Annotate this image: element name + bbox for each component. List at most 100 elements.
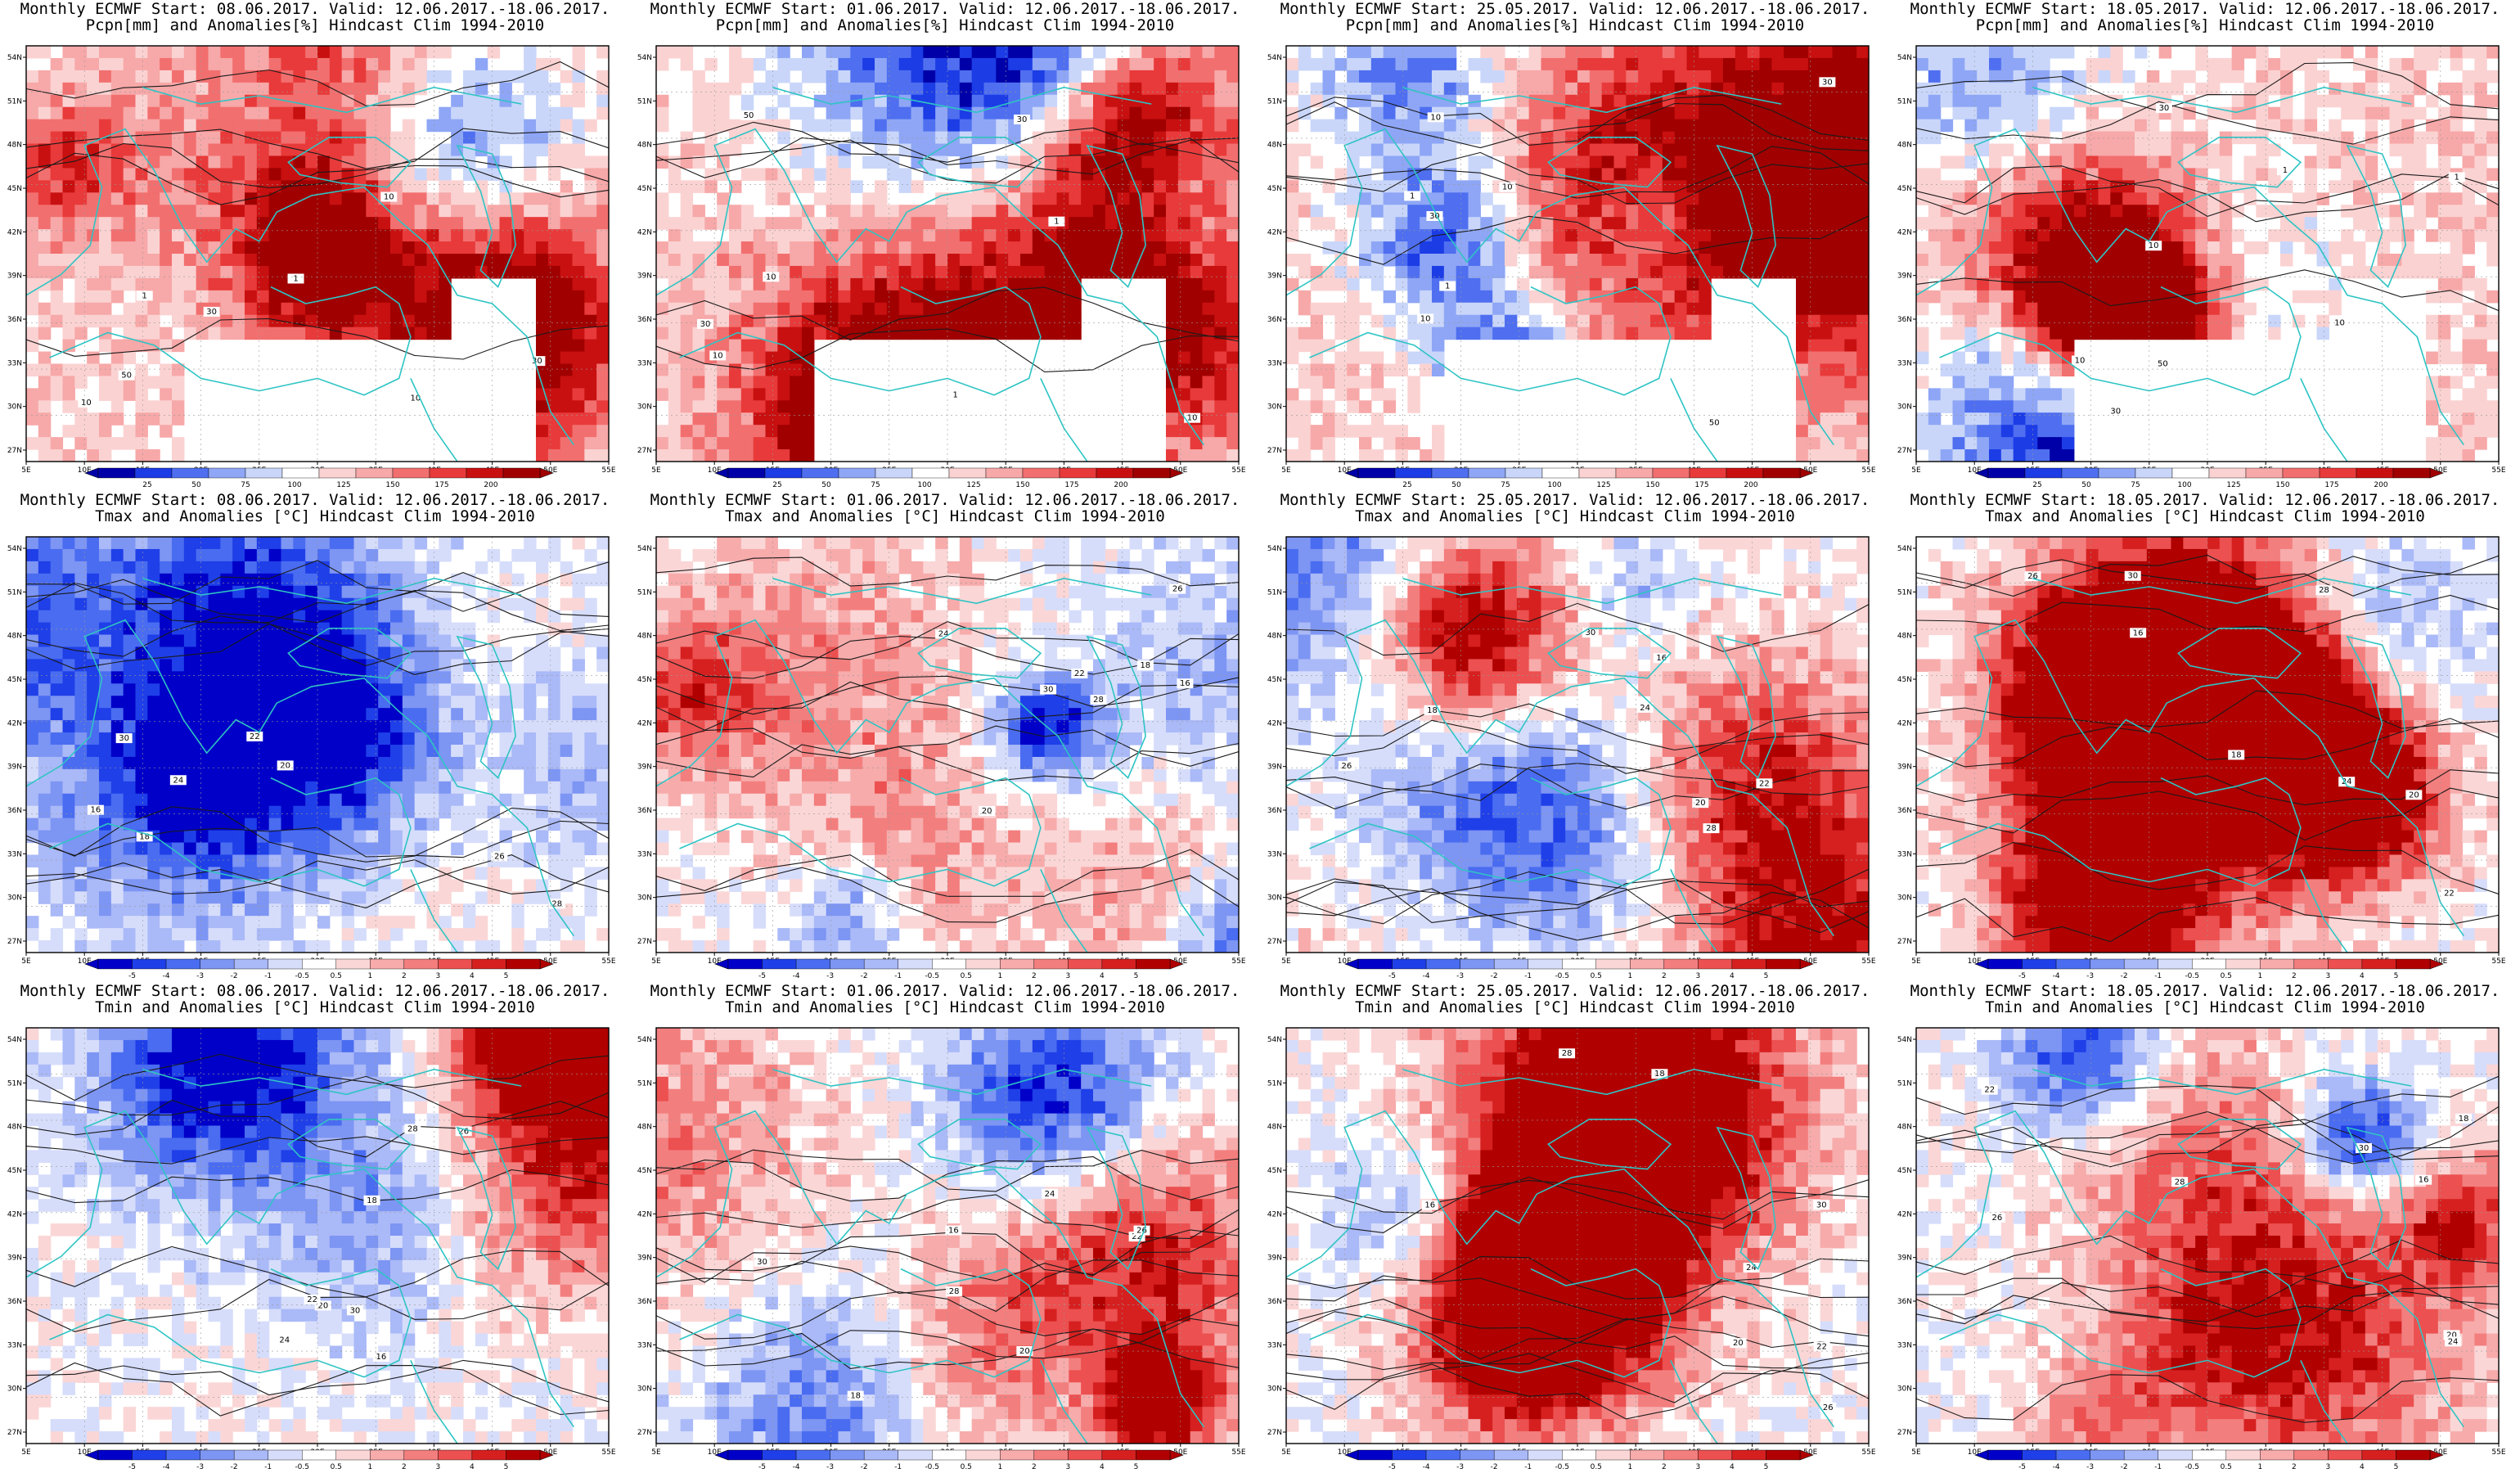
legend-swatch [2396, 958, 2431, 970]
legend-tick-label: 1 [367, 1463, 372, 1471]
color-legend: 25 50 75 100 125 150 175 200 [714, 467, 1184, 489]
lat-tick-label: 54N [1897, 1036, 1912, 1044]
legend-swatch [1505, 467, 1543, 479]
legend-tick-label: -2 [231, 972, 238, 980]
contour-label: 22 [250, 732, 260, 741]
contour-label: 30 [2127, 572, 2138, 581]
legend-swatch [355, 467, 394, 479]
legend-tick-label: 5 [1134, 972, 1139, 980]
legend-tick-label: 3 [436, 972, 441, 980]
legend-swatch [2293, 958, 2329, 970]
legend-swatch [2090, 1449, 2125, 1461]
contour-label: 22 [1132, 1232, 1142, 1241]
lat-tick-label: 33N [7, 850, 22, 858]
legend-tick-label: 4 [470, 1463, 475, 1471]
lat-tick-label: 42N [7, 719, 22, 727]
lat-tick-label: 33N [637, 1341, 652, 1349]
legend-swatch [1689, 467, 1727, 479]
lat-tick-label: 45N [637, 185, 652, 193]
contour-label: 30 [1822, 78, 1833, 87]
legend-swatch [1731, 1449, 1766, 1461]
legend-swatch [1528, 958, 1563, 970]
panel-title-line2: Tmax and Anomalies [°C] Hindcast Clim 19… [95, 507, 535, 525]
lat-tick-label: 45N [1897, 676, 1912, 684]
coastline-overlay [656, 577, 1204, 953]
legend-tick-label: -4 [793, 972, 800, 980]
panel-title-line1: Monthly ECMWF Start: 25.05.2017. Valid: … [1280, 491, 1870, 509]
legend-tick-label: 25 [142, 481, 151, 489]
contour-label: 20 [1733, 1339, 1744, 1348]
map-canvas: 20222426283016185E10E15E20E25E30E35E40E4… [1267, 536, 1876, 980]
panel-title-line2: Tmax and Anomalies [°C] Hindcast Clim 19… [725, 507, 1165, 525]
lat-tick-label: 54N [1267, 1036, 1282, 1044]
legend-tick-label: 75 [2131, 481, 2140, 489]
legend-swatch [370, 1449, 405, 1461]
lat-tick-label: 39N [1267, 764, 1282, 772]
contour-label: 30 [1429, 212, 1440, 221]
legend-tick-label: -0.5 [1555, 972, 1569, 980]
legend-tick-label: -0.5 [295, 1463, 309, 1471]
contour-label: 22 [307, 1295, 317, 1304]
legend-swatch [1000, 958, 1035, 970]
lat-tick-label: 54N [1897, 545, 1912, 553]
map-panel-tmax-4: Monthly ECMWF Start: 18.05.2017. Valid: … [1890, 491, 2520, 982]
lat-tick-label: 33N [1267, 1341, 1282, 1349]
lat-tick-label: 33N [1267, 850, 1282, 858]
lon-tick-label: 50E [1803, 957, 1817, 966]
legend-tick-label: 5 [1134, 1463, 1139, 1471]
legend-tick-label: -4 [1423, 972, 1430, 980]
lat-tick-label: 27N [1267, 447, 1282, 455]
legend-tick-label: 2 [2292, 1463, 2297, 1471]
contour-label: 20 [280, 761, 290, 770]
legend-swatch [1460, 958, 1495, 970]
legend-swatch [132, 958, 167, 970]
legend-swatch [2135, 467, 2173, 479]
lon-tick-label: 5E [651, 957, 661, 966]
legend-tick-label: 100 [287, 481, 301, 489]
lon-tick-label: 10E [78, 1448, 92, 1457]
map-canvas: 20222426283016185E10E15E20E25E30E35E40E4… [637, 1027, 1246, 1471]
legend-swatch [335, 1449, 371, 1461]
legend-swatch [795, 958, 830, 970]
anomaly-field: 20 22 24 26 28 30 16 18 [26, 537, 609, 953]
legend-swatch [1731, 958, 1766, 970]
legend-tick-label: 100 [917, 481, 931, 489]
legend-swatch [801, 467, 839, 479]
lon-tick-label: 50E [543, 957, 557, 966]
anomaly-field: 10 1 10 30 10 1 50 30 [656, 46, 1239, 462]
legend-swatch [985, 467, 1024, 479]
lon-tick-label: 5E [1281, 957, 1291, 966]
contour-label: 28 [2319, 586, 2329, 595]
legend-swatch [97, 958, 133, 970]
contour-label: 16 [2419, 1176, 2429, 1185]
color-legend: -5 -4 -3 -2 -1 -0.5 0.5 1 2 3 4 5 [1344, 958, 1814, 980]
legend-tick-label: -4 [163, 1463, 170, 1471]
legend-tick-label: 150 [1015, 481, 1029, 489]
anomaly-field: 10 1 10 30 10 1 50 30 [1916, 46, 2499, 462]
color-legend: -5 -4 -3 -2 -1 -0.5 0.5 1 2 3 4 5 [84, 1449, 554, 1471]
legend-swatch [1357, 1449, 1393, 1461]
lon-tick-label: 50E [543, 1448, 557, 1457]
lat-tick-label: 36N [637, 807, 652, 815]
contour-label: 18 [139, 832, 150, 841]
panel-title-line1: Monthly ECMWF Start: 01.06.2017. Valid: … [650, 0, 1240, 18]
legend-tick-label: 175 [434, 481, 448, 489]
legend-swatch [830, 958, 865, 970]
legend-swatch [2158, 1449, 2193, 1461]
contour-label: 50 [121, 372, 132, 381]
legend-swatch [165, 958, 200, 970]
legend-tick-label: 150 [385, 481, 399, 489]
lon-tick-label: 10E [1338, 466, 1352, 475]
legend-swatch [2055, 1449, 2090, 1461]
legend-swatch [1068, 958, 1103, 970]
lon-tick-label: 50E [2433, 466, 2447, 475]
contour-label: 20 [1695, 799, 1706, 808]
map-canvas: 101103010150305E10E15E20E25E30E35E40E45E… [637, 45, 1246, 489]
legend-tick-label: 2 [402, 1463, 407, 1471]
lat-tick-label: 27N [7, 447, 22, 455]
legend-swatch [1101, 958, 1136, 970]
map-panel-tmax-1: Monthly ECMWF Start: 08.06.2017. Valid: … [0, 491, 630, 982]
lat-tick-label: 33N [7, 359, 22, 367]
legend-swatch [281, 467, 320, 479]
legend-swatch [1541, 467, 1580, 479]
